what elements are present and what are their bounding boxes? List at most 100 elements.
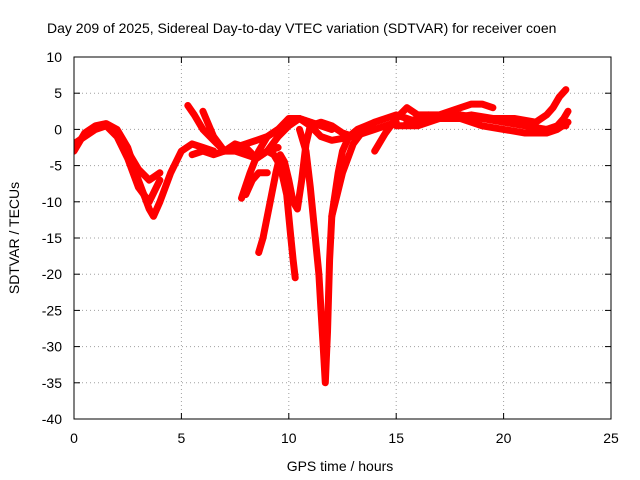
data-point xyxy=(268,191,275,198)
data-point xyxy=(449,107,456,114)
data-point xyxy=(267,149,274,156)
data-point xyxy=(422,112,429,119)
data-point xyxy=(278,168,285,175)
data-point xyxy=(267,197,274,204)
data-point xyxy=(148,193,155,200)
data-point xyxy=(264,148,271,155)
y-tick-label: -10 xyxy=(42,194,62,210)
y-tick-label: -15 xyxy=(42,230,62,246)
series-line xyxy=(371,100,497,155)
chart-title: Day 209 of 2025, Sidereal Day-to-day VTE… xyxy=(47,20,556,36)
data-point xyxy=(194,149,201,156)
data-point xyxy=(420,120,427,127)
y-axis-label: SDTVAR / TECUs xyxy=(6,182,22,294)
data-point xyxy=(281,158,288,165)
data-point xyxy=(288,118,295,125)
data-point xyxy=(203,116,210,123)
data-point xyxy=(344,155,351,162)
data-point xyxy=(169,167,176,174)
data-point xyxy=(371,126,378,133)
data-point xyxy=(340,145,347,152)
data-point xyxy=(232,144,239,151)
data-point xyxy=(339,130,346,137)
data-point xyxy=(157,195,164,202)
data-point xyxy=(74,140,77,147)
data-point xyxy=(265,207,272,214)
data-point xyxy=(281,182,288,189)
data-point xyxy=(163,181,170,188)
data-point xyxy=(285,119,292,126)
data-point xyxy=(471,120,478,127)
y-tick-label: -5 xyxy=(50,158,63,174)
data-point xyxy=(132,175,139,182)
series-sat-i xyxy=(255,118,357,256)
data-point xyxy=(269,185,276,192)
data-point xyxy=(257,243,264,250)
data-point xyxy=(256,136,263,143)
data-point xyxy=(250,138,257,145)
data-point xyxy=(298,134,305,141)
data-point xyxy=(275,144,282,151)
data-point xyxy=(341,164,348,171)
data-point xyxy=(481,101,488,108)
data-point xyxy=(457,104,464,111)
series-group xyxy=(74,86,572,387)
data-point xyxy=(251,158,258,165)
data-point xyxy=(342,142,349,149)
data-point xyxy=(331,201,338,208)
data-point xyxy=(323,120,330,127)
data-point xyxy=(312,120,319,127)
data-point xyxy=(417,121,424,128)
data-point xyxy=(154,182,161,189)
data-point xyxy=(487,103,494,110)
data-point xyxy=(377,117,384,124)
data-point xyxy=(174,156,181,163)
data-point xyxy=(115,136,122,143)
data-point xyxy=(256,246,263,253)
data-point xyxy=(374,125,381,132)
data-point xyxy=(279,174,286,181)
data-point xyxy=(261,228,268,235)
data-point xyxy=(202,113,209,120)
data-point xyxy=(337,178,344,185)
data-point xyxy=(329,210,336,217)
series-sat-c xyxy=(124,147,164,184)
data-point xyxy=(476,121,483,128)
data-point xyxy=(320,120,327,127)
data-point xyxy=(166,172,173,179)
data-point xyxy=(218,149,225,156)
data-point xyxy=(130,169,137,176)
data-point xyxy=(280,177,287,184)
data-point xyxy=(305,128,312,135)
data-point xyxy=(113,133,120,140)
data-point xyxy=(205,122,212,129)
data-point xyxy=(253,153,260,160)
data-point xyxy=(250,161,257,168)
data-point xyxy=(146,198,153,205)
data-point xyxy=(154,204,161,211)
data-point xyxy=(156,177,163,184)
data-point xyxy=(246,172,253,179)
data-point xyxy=(565,108,572,115)
series-sat-j xyxy=(263,147,299,282)
data-point xyxy=(307,122,314,129)
series-sat-p xyxy=(532,86,570,126)
data-point xyxy=(320,134,327,141)
data-point xyxy=(162,184,169,191)
data-point xyxy=(309,121,316,128)
data-point xyxy=(337,157,344,164)
data-point xyxy=(543,130,550,137)
data-point xyxy=(165,175,172,182)
data-point xyxy=(242,140,249,147)
data-point xyxy=(374,118,381,125)
data-point xyxy=(226,146,233,153)
data-point xyxy=(134,181,141,188)
data-point xyxy=(253,137,260,144)
y-tick-label: 5 xyxy=(54,85,62,101)
data-point xyxy=(207,125,214,132)
data-point xyxy=(263,219,270,226)
data-point xyxy=(260,235,267,241)
data-point xyxy=(401,114,408,121)
data-point xyxy=(301,117,308,124)
